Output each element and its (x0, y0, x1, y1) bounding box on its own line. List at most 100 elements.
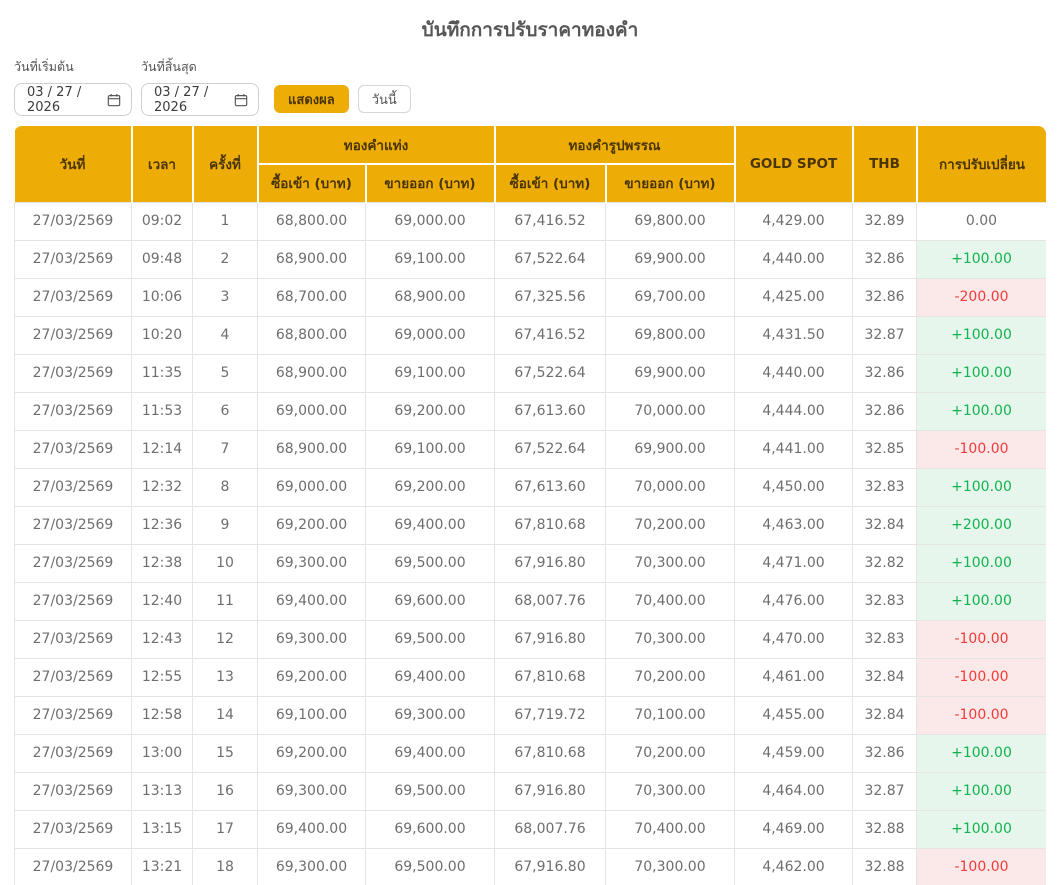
table-row: 27/03/2569 13:15 17 69,400.00 69,600.00 … (14, 809, 1046, 849)
cell-change: +100.00 (916, 239, 1046, 279)
cell-gold-spot: 4,469.00 (734, 809, 853, 849)
cell-bar-sell: 69,200.00 (365, 467, 495, 507)
cell-bar-buy: 69,200.00 (257, 505, 366, 545)
cell-ornament-buy: 67,916.80 (494, 847, 606, 885)
cell-gold-spot: 4,464.00 (734, 771, 853, 811)
table-row: 27/03/2569 12:14 7 68,900.00 69,100.00 6… (14, 429, 1046, 469)
cell-gold-spot: 4,461.00 (734, 657, 853, 697)
cell-round: 18 (192, 847, 258, 885)
cell-gold-spot: 4,476.00 (734, 581, 853, 621)
start-date-field: วันที่เริ่มต้น 03 / 27 / 2026 (14, 57, 132, 116)
cell-change: -100.00 (916, 657, 1046, 697)
table-row: 27/03/2569 09:02 1 68,800.00 69,000.00 6… (14, 201, 1046, 241)
header-ornament-sell: ขายออก (บาท) (605, 164, 736, 202)
table-row: 27/03/2569 12:58 14 69,100.00 69,300.00 … (14, 695, 1046, 735)
header-time: เวลา (131, 126, 194, 202)
cell-ornament-sell: 69,800.00 (605, 315, 735, 355)
cell-time: 11:53 (131, 391, 193, 431)
cell-time: 12:43 (131, 619, 193, 659)
cell-round: 17 (192, 809, 258, 849)
cell-ornament-sell: 69,900.00 (605, 429, 735, 469)
cell-round: 14 (192, 695, 258, 735)
cell-time: 12:40 (131, 581, 193, 621)
end-date-label: วันที่สิ้นสุด (141, 59, 197, 74)
cell-ornament-buy: 67,522.64 (494, 429, 606, 469)
cell-ornament-sell: 70,100.00 (605, 695, 735, 735)
cell-bar-buy: 69,000.00 (257, 391, 366, 431)
cell-thb: 32.84 (852, 695, 917, 735)
cell-time: 10:06 (131, 277, 193, 317)
cell-ornament-sell: 70,300.00 (605, 619, 735, 659)
cell-gold-spot: 4,441.00 (734, 429, 853, 469)
cell-gold-spot: 4,450.00 (734, 467, 853, 507)
cell-time: 12:58 (131, 695, 193, 735)
cell-bar-sell: 69,600.00 (365, 809, 495, 849)
end-date-field: วันที่สิ้นสุด 03 / 27 / 2026 (141, 57, 259, 116)
cell-round: 11 (192, 581, 258, 621)
cell-date: 27/03/2569 (14, 657, 132, 697)
cell-change: +100.00 (916, 315, 1046, 355)
cell-bar-buy: 69,400.00 (257, 809, 366, 849)
cell-change: +100.00 (916, 353, 1046, 393)
cell-ornament-buy: 67,613.60 (494, 391, 606, 431)
cell-thb: 32.83 (852, 619, 917, 659)
cell-bar-sell: 69,500.00 (365, 619, 495, 659)
cell-bar-buy: 69,400.00 (257, 581, 366, 621)
cell-bar-sell: 69,200.00 (365, 391, 495, 431)
header-ornament-buy: ซื้อเข้า (บาท) (494, 164, 607, 202)
cell-gold-spot: 4,462.00 (734, 847, 853, 885)
cell-bar-buy: 69,300.00 (257, 619, 366, 659)
table-row: 27/03/2569 12:36 9 69,200.00 69,400.00 6… (14, 505, 1046, 545)
cell-thb: 32.84 (852, 657, 917, 697)
table-row: 27/03/2569 10:06 3 68,700.00 68,900.00 6… (14, 277, 1046, 317)
cell-ornament-sell: 70,300.00 (605, 543, 735, 583)
start-date-input[interactable]: 03 / 27 / 2026 (14, 83, 132, 116)
end-date-input[interactable]: 03 / 27 / 2026 (141, 83, 259, 116)
cell-gold-spot: 4,440.00 (734, 353, 853, 393)
cell-date: 27/03/2569 (14, 809, 132, 849)
cell-round: 15 (192, 733, 258, 773)
cell-round: 16 (192, 771, 258, 811)
gold-price-table: วันที่ เวลา ครั้งที่ ทองคำแท่ง ทองคำรูปพ… (14, 126, 1046, 885)
cell-round: 4 (192, 315, 258, 355)
cell-bar-buy: 68,800.00 (257, 315, 366, 355)
cell-thb: 32.82 (852, 543, 917, 583)
cell-date: 27/03/2569 (14, 771, 132, 811)
cell-date: 27/03/2569 (14, 847, 132, 885)
cell-change: -100.00 (916, 847, 1046, 885)
header-bar-buy: ซื้อเข้า (บาท) (257, 164, 367, 202)
cell-gold-spot: 4,455.00 (734, 695, 853, 735)
cell-round: 1 (192, 201, 258, 241)
cell-time: 12:38 (131, 543, 193, 583)
table-row: 27/03/2569 13:13 16 69,300.00 69,500.00 … (14, 771, 1046, 811)
cell-bar-buy: 68,800.00 (257, 201, 366, 241)
cell-round: 12 (192, 619, 258, 659)
cell-gold-spot: 4,425.00 (734, 277, 853, 317)
table-body: 27/03/2569 09:02 1 68,800.00 69,000.00 6… (14, 201, 1046, 885)
cell-ornament-sell: 70,200.00 (605, 505, 735, 545)
cell-ornament-buy: 67,719.72 (494, 695, 606, 735)
table-row: 27/03/2569 12:38 10 69,300.00 69,500.00 … (14, 543, 1046, 583)
cell-thb: 32.85 (852, 429, 917, 469)
cell-ornament-buy: 67,916.80 (494, 771, 606, 811)
cell-ornament-sell: 70,400.00 (605, 809, 735, 849)
end-date-value[interactable]: 03 / 27 / 2026 (154, 84, 209, 115)
calendar-icon[interactable] (234, 93, 248, 107)
cell-thb: 32.88 (852, 847, 917, 885)
show-results-button[interactable]: แสดงผล (274, 85, 349, 113)
cell-change: -100.00 (916, 695, 1046, 735)
cell-bar-buy: 69,300.00 (257, 847, 366, 885)
cell-round: 7 (192, 429, 258, 469)
cell-bar-sell: 69,500.00 (365, 847, 495, 885)
cell-bar-buy: 69,300.00 (257, 543, 366, 583)
cell-time: 12:55 (131, 657, 193, 697)
today-button[interactable]: วันนี้ (357, 85, 411, 113)
table-row: 27/03/2569 11:35 5 68,900.00 69,100.00 6… (14, 353, 1046, 393)
calendar-icon[interactable] (107, 93, 121, 107)
cell-thb: 32.89 (852, 201, 917, 241)
header-gold-spot: GOLD SPOT (734, 126, 854, 202)
table-row: 27/03/2569 12:40 11 69,400.00 69,600.00 … (14, 581, 1046, 621)
cell-bar-sell: 69,400.00 (365, 733, 495, 773)
cell-time: 09:48 (131, 239, 193, 279)
start-date-value[interactable]: 03 / 27 / 2026 (27, 84, 82, 115)
